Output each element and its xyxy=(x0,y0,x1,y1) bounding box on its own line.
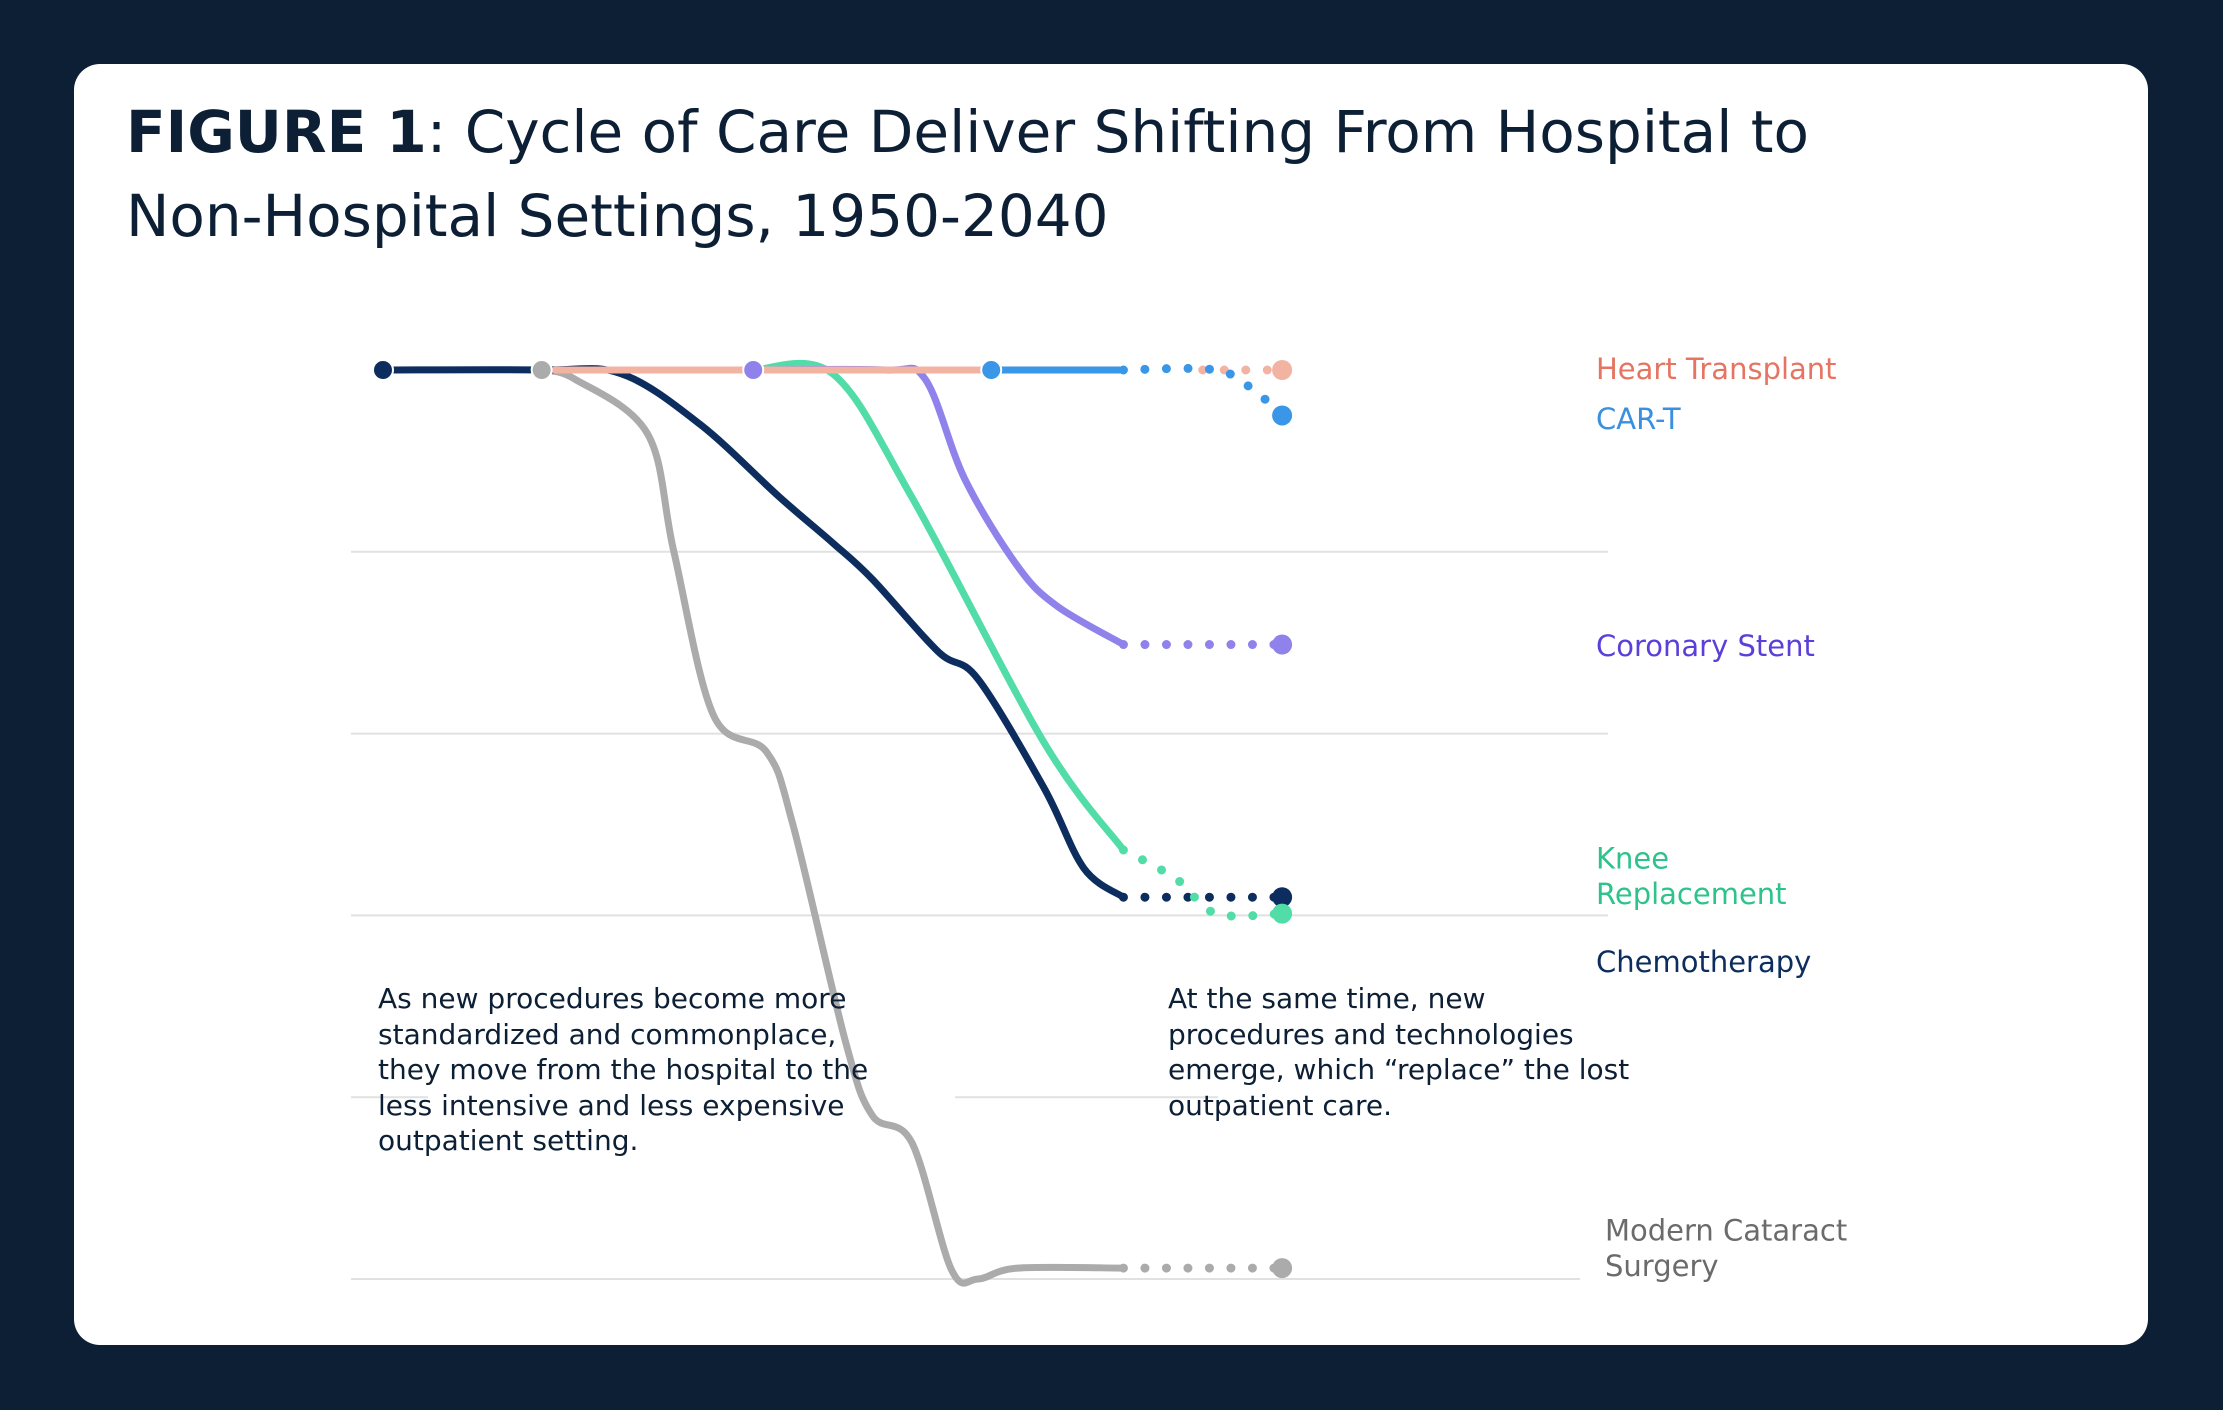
modern-cataract-surgery-end-point xyxy=(1272,1258,1293,1279)
chemotherapy-line xyxy=(379,365,1127,901)
modern-cataract-surgery-start-point xyxy=(530,359,553,381)
knee-replacement-label: Knee Replacement xyxy=(1596,842,1787,912)
chemotherapy-start-point xyxy=(372,359,394,381)
heart-transplant-label-line: Heart Transplant xyxy=(1596,352,1837,386)
car-t-label: CAR-T xyxy=(1596,402,1681,436)
series-lines xyxy=(379,359,1287,1287)
chemotherapy-label-line: Chemotherapy xyxy=(1596,945,1811,979)
modern-cataract-surgery-label: Modern Cataract Surgery xyxy=(1605,1214,1847,1284)
car-t-label-line: CAR-T xyxy=(1596,402,1681,436)
annotation-new-procedures: At the same time, new procedures and tec… xyxy=(1168,982,1630,1122)
gridlines xyxy=(351,550,1608,1280)
knee-replacement-projection-line xyxy=(1118,845,1287,921)
car-t-end-point xyxy=(1272,405,1293,426)
coronary-stent-label-line: Coronary Stent xyxy=(1596,629,1815,663)
coronary-stent-label: Coronary Stent xyxy=(1596,629,1815,663)
modern-cataract-surgery-line xyxy=(538,366,1127,1287)
knee-replacement-end-point xyxy=(1272,903,1293,924)
figure-number: FIGURE 1 xyxy=(126,98,427,166)
knee-replacement-label-line: Knee xyxy=(1596,842,1669,876)
series-markers xyxy=(372,359,1293,1279)
heart-transplant-label: Heart Transplant xyxy=(1596,352,1837,386)
figure-card xyxy=(74,64,2148,1345)
annotation-outpatient-shift: As new procedures become more standardiz… xyxy=(378,982,869,1157)
coronary-stent-line xyxy=(749,364,1127,649)
coronary-stent-end-point xyxy=(1272,634,1293,655)
coronary-stent-start-point xyxy=(742,359,765,381)
series-labels: Modern Cataract Surgery Chemotherapy Knee Re… xyxy=(1596,352,1847,1283)
car-t-projection-line xyxy=(1118,363,1287,420)
modern-cataract-surgery-label-line: Surgery xyxy=(1605,1249,1719,1283)
knee-replacement-line xyxy=(749,359,1127,854)
modern-cataract-surgery-label-line: Modern Cataract xyxy=(1605,1214,1847,1248)
car-t-start-point xyxy=(980,359,1003,381)
figure-title-text: : Cycle of Care Deliver Shifting From Ho… xyxy=(126,98,1809,250)
knee-replacement-label-line: Replacement xyxy=(1596,877,1787,911)
chemotherapy-label: Chemotherapy xyxy=(1596,945,1811,979)
chemotherapy-end-point xyxy=(1272,887,1293,908)
figure-title: FIGURE 1: Cycle of Care Deliver Shifting… xyxy=(126,90,1946,258)
heart-transplant-end-point xyxy=(1272,360,1293,380)
